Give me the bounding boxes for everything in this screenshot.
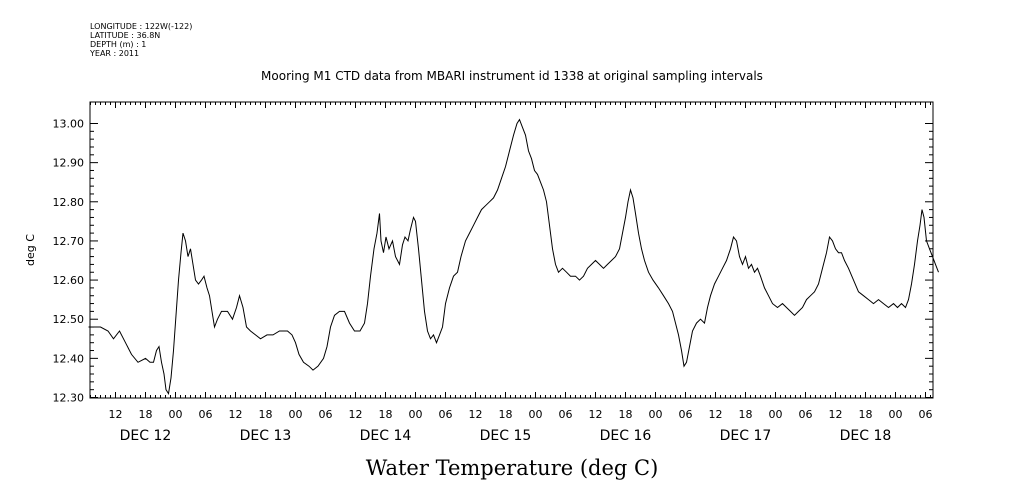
y-tick-label: 12.60 bbox=[53, 274, 85, 287]
x-tick-label: 00 bbox=[769, 408, 783, 421]
x-tick-label: 12 bbox=[109, 408, 123, 421]
y-axis-label: deg C bbox=[24, 234, 37, 266]
y-tick-labels: 12.30 12.40 12.50 12.60 12.70 12.80 12.90 13.00 bbox=[53, 118, 85, 405]
x-day-label: DEC 18 bbox=[840, 428, 892, 444]
x-tick-label: 12 bbox=[829, 408, 843, 421]
x-axis-label: Water Temperature (deg C) bbox=[366, 456, 659, 480]
x-tick-label: 18 bbox=[139, 408, 153, 421]
x-tick-label: 12 bbox=[709, 408, 723, 421]
x-tick-label: 18 bbox=[259, 408, 273, 421]
x-tick-label: 12 bbox=[229, 408, 243, 421]
x-tick-labels: 12 18 00 06 12 18 00 06 12 18 00 06 12 18 00 06 12 18 00 06… bbox=[109, 408, 933, 421]
x-day-label: DEC 16 bbox=[600, 428, 652, 444]
x-tick-label: 06 bbox=[439, 408, 453, 421]
temperature-series-line bbox=[88, 118, 939, 395]
x-tick-label: 00 bbox=[649, 408, 663, 421]
x-tick-label: 18 bbox=[619, 408, 633, 421]
x-tick-label: 06 bbox=[199, 408, 213, 421]
x-tick-label: 06 bbox=[679, 408, 693, 421]
x-day-label: DEC 17 bbox=[720, 428, 772, 444]
y-tick-label: 13.00 bbox=[53, 118, 85, 131]
x-tick-label: 06 bbox=[319, 408, 333, 421]
x-day-label: DEC 12 bbox=[120, 428, 172, 444]
y-tick-label: 12.80 bbox=[53, 196, 85, 209]
x-tick-label: 00 bbox=[409, 408, 423, 421]
x-day-labels: DEC 12 DEC 13 DEC 14 DEC 15 DEC 16 DEC 17 DEC … bbox=[120, 428, 892, 444]
axis-ticks bbox=[90, 102, 933, 398]
y-tick-label: 12.90 bbox=[53, 157, 85, 170]
x-tick-label: 06 bbox=[919, 408, 933, 421]
x-tick-label: 18 bbox=[379, 408, 393, 421]
x-tick-label: 18 bbox=[739, 408, 753, 421]
x-tick-label: 00 bbox=[289, 408, 303, 421]
x-tick-label: 00 bbox=[889, 408, 903, 421]
plot-frame bbox=[89, 101, 934, 399]
chart-title: Mooring M1 CTD data from MBARI instrumen… bbox=[261, 69, 763, 83]
y-tick-label: 12.30 bbox=[53, 392, 85, 405]
y-tick-label: 12.40 bbox=[53, 352, 85, 365]
x-tick-label: 18 bbox=[499, 408, 513, 421]
y-tick-label: 12.50 bbox=[53, 313, 85, 326]
x-day-label: DEC 15 bbox=[480, 428, 532, 444]
y-tick-label: 12.70 bbox=[53, 235, 85, 248]
x-tick-label: 00 bbox=[169, 408, 183, 421]
metadata-block: LONGITUDE : 122W(-122) LATITUDE : 36.8N … bbox=[90, 22, 192, 58]
x-day-label: DEC 14 bbox=[360, 428, 412, 444]
x-day-label: DEC 13 bbox=[240, 428, 292, 444]
x-tick-label: 12 bbox=[469, 408, 483, 421]
x-tick-label: 06 bbox=[799, 408, 813, 421]
x-tick-label: 00 bbox=[529, 408, 543, 421]
longitude-text: LONGITUDE : 122W(-122) bbox=[90, 22, 193, 31]
depth-text: DEPTH (m) : 1 bbox=[90, 40, 147, 49]
x-tick-label: 12 bbox=[589, 408, 603, 421]
x-tick-label: 06 bbox=[559, 408, 573, 421]
x-tick-label: 18 bbox=[859, 408, 873, 421]
year-text: YEAR : 2011 bbox=[90, 49, 140, 58]
x-tick-label: 12 bbox=[349, 408, 363, 421]
latitude-text: LATITUDE : 36.8N bbox=[90, 31, 161, 40]
